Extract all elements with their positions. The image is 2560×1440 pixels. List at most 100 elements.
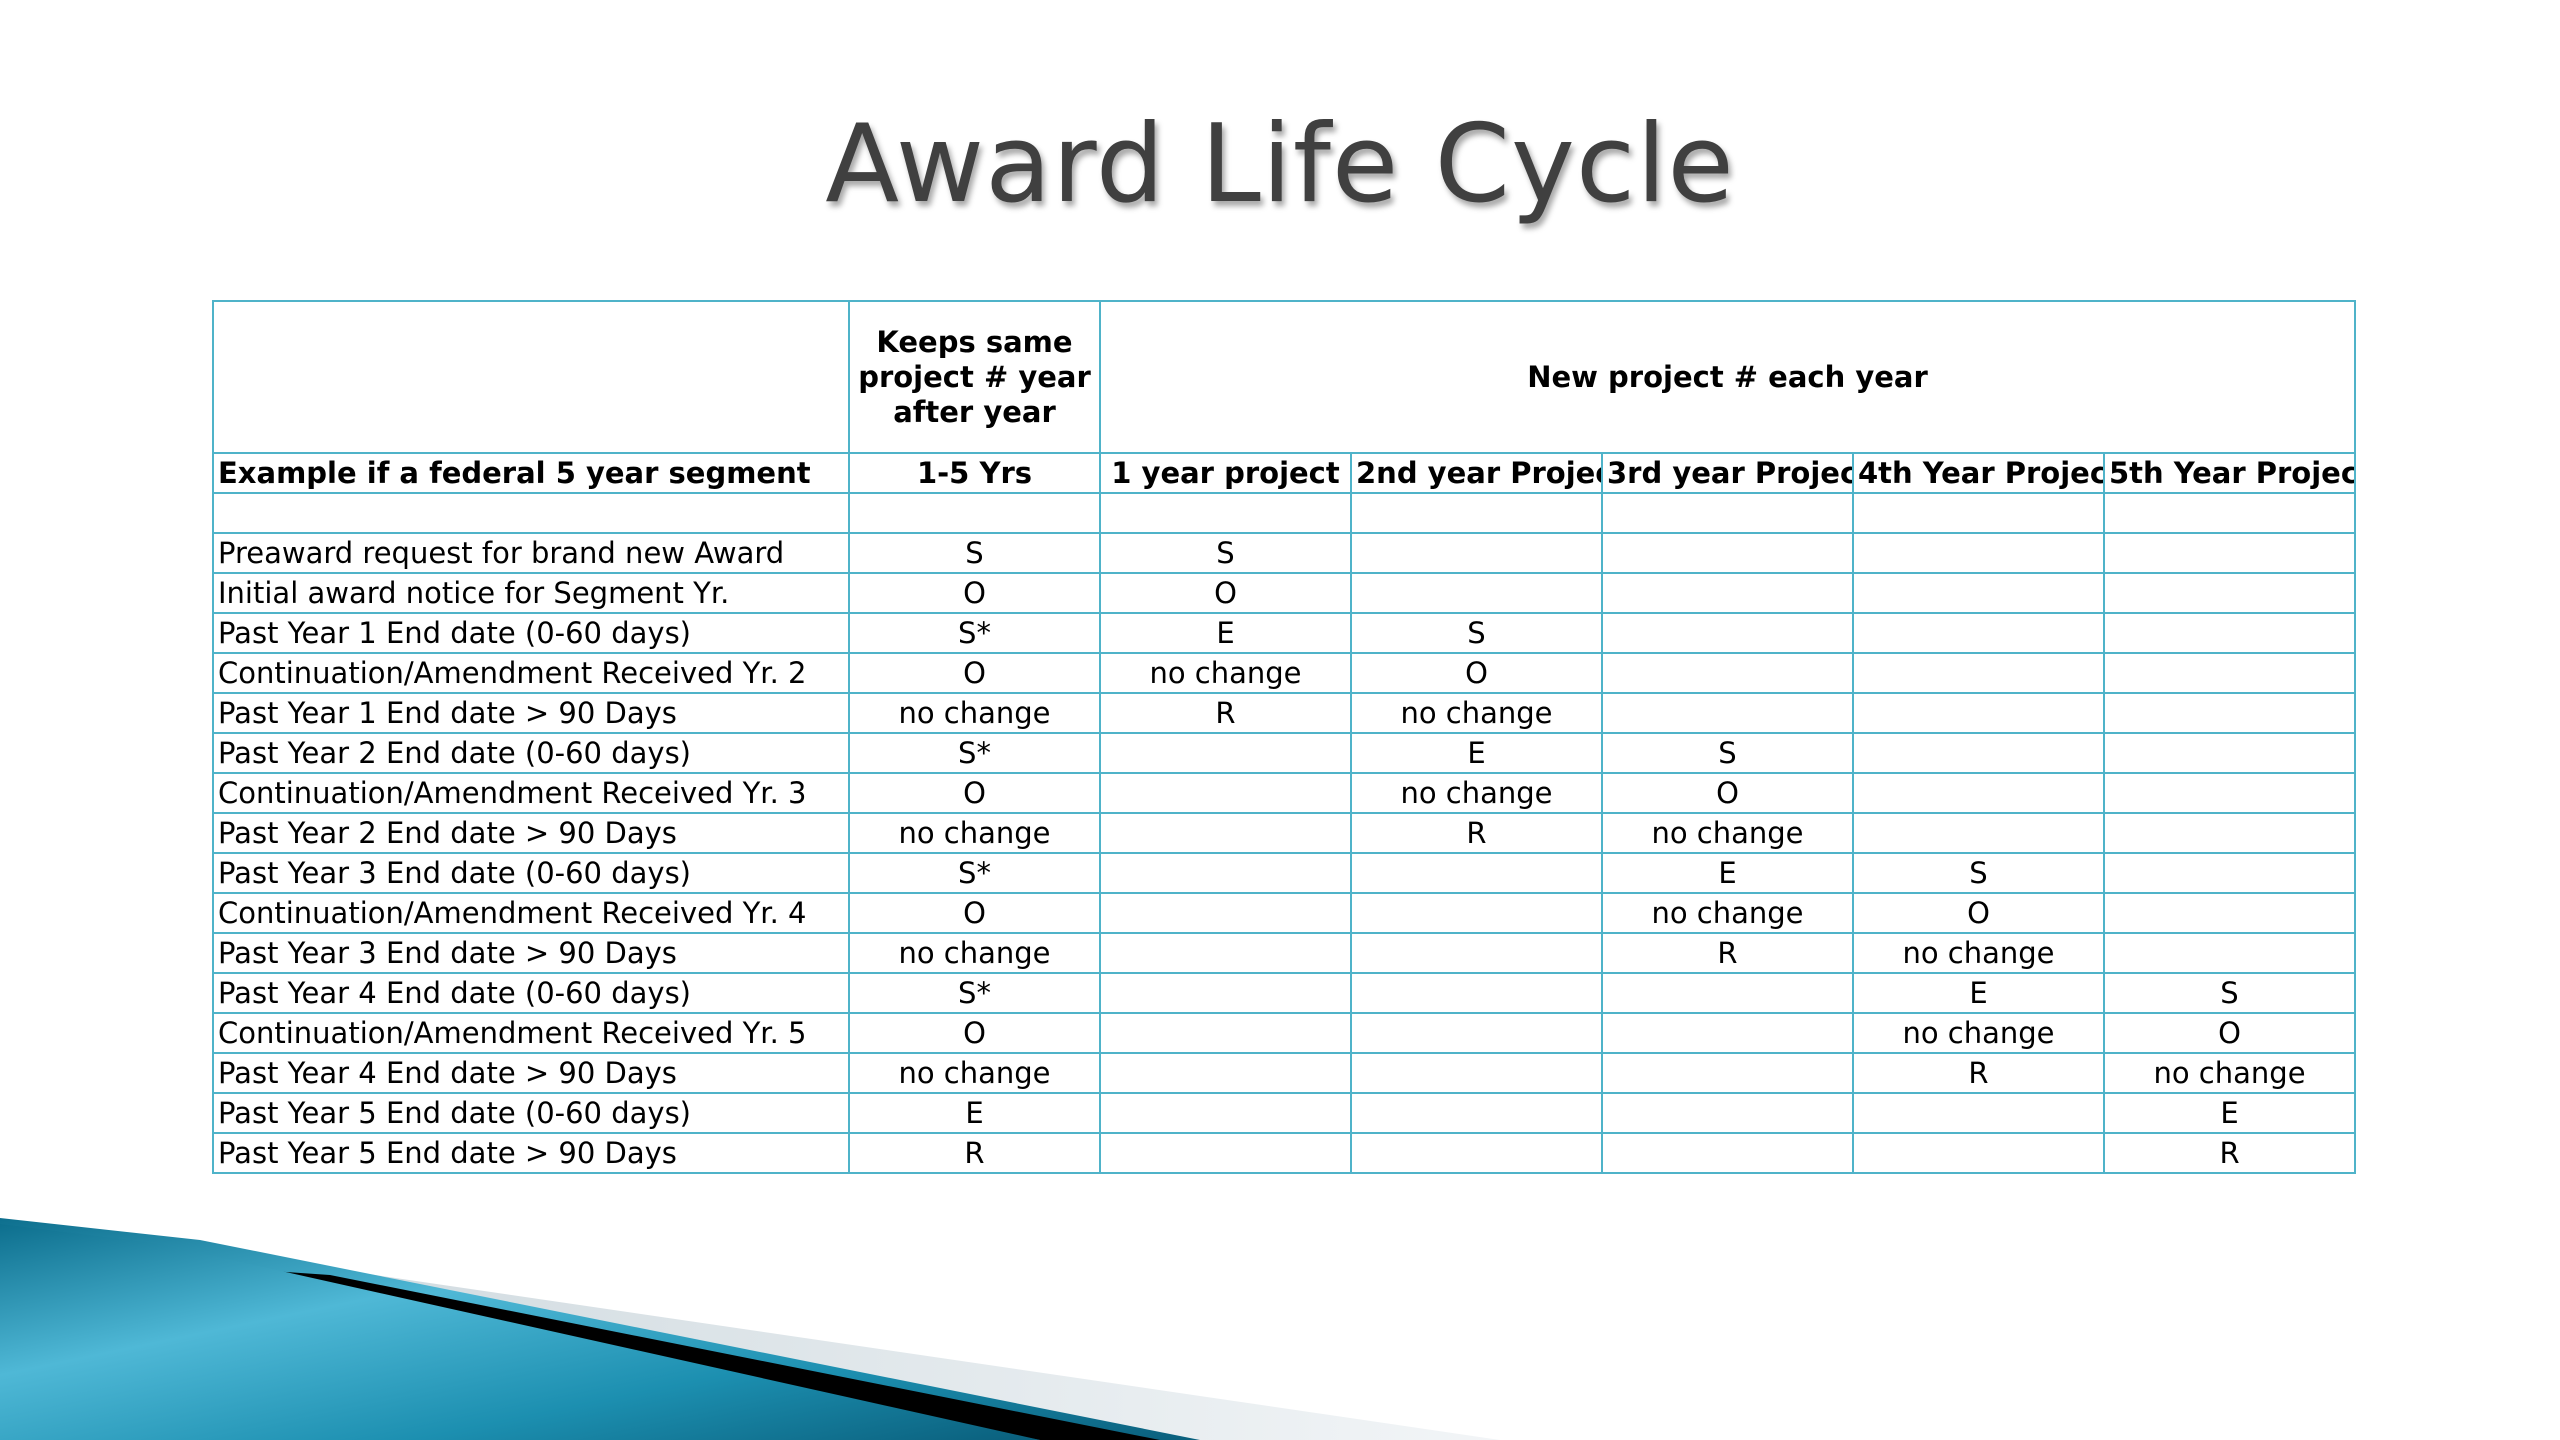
header-sub-cell: 2nd year Project (1350, 452, 1603, 494)
status-cell: no change (1852, 1012, 2105, 1054)
header-new-project: New project # each year (1098, 300, 2357, 454)
status-cell (1099, 852, 1352, 894)
status-cell: S (1099, 532, 1352, 574)
table-row: Preaward request for brand new Award S S (212, 532, 2357, 574)
status-cell (1852, 1132, 2105, 1174)
table-row: Initial award notice for Segment Yr. O O (212, 572, 2357, 614)
status-cell (2102, 692, 2357, 734)
header-top-label-cell (212, 300, 850, 454)
status-cell (1601, 1132, 1854, 1174)
status-cell (1601, 1052, 1854, 1094)
table-row: Past Year 1 End date > 90 Days no change R… (212, 692, 2357, 734)
status-cell: no change (848, 932, 1101, 974)
status-cell (1601, 972, 1854, 1014)
status-cell (1099, 932, 1352, 974)
header-sub-cell: Example if a federal 5 year segment (212, 452, 850, 494)
status-cell: E (1350, 732, 1603, 774)
row-label-cell: Past Year 2 End date > 90 Days (212, 812, 850, 854)
award-life-cycle-table: Keeps same project # year after year New… (212, 300, 2357, 1174)
header-row-sub: Example if a federal 5 year segment 1-5 … (212, 452, 2357, 494)
status-cell (1099, 732, 1352, 774)
status-cell (1350, 1052, 1603, 1094)
status-cell: S (1350, 612, 1603, 654)
status-cell: E (1852, 972, 2105, 1014)
row-label-cell (212, 492, 850, 534)
status-cell: O (1099, 572, 1352, 614)
status-cell: E (2102, 1092, 2357, 1134)
status-cell (1350, 892, 1603, 934)
decorative-swoosh (0, 1218, 1500, 1440)
status-cell: O (1601, 772, 1854, 814)
table-row: Past Year 4 End date > 90 Days no change R… (212, 1052, 2357, 1094)
header-sub-cell: 4th Year Project (1852, 452, 2105, 494)
status-cell (2102, 532, 2357, 574)
status-cell (1601, 532, 1854, 574)
status-cell (1350, 1132, 1603, 1174)
status-cell (1350, 1092, 1603, 1134)
status-cell (1350, 972, 1603, 1014)
status-cell: R (848, 1132, 1101, 1174)
status-cell: S* (848, 732, 1101, 774)
slide-title: Award Life Cycle (825, 102, 1735, 227)
status-cell (1099, 892, 1352, 934)
award-life-cycle-table-wrap: Keeps same project # year after year New… (212, 300, 2357, 1174)
status-cell (1601, 692, 1854, 734)
status-cell: no change (848, 1052, 1101, 1094)
status-cell: S* (848, 972, 1101, 1014)
status-cell (848, 492, 1101, 534)
table-row: Past Year 4 End date (0-60 days) S* E S (212, 972, 2357, 1014)
status-cell (2102, 932, 2357, 974)
status-cell (1852, 732, 2105, 774)
header-sub-cell: 1-5 Yrs (848, 452, 1101, 494)
status-cell: O (848, 1012, 1101, 1054)
status-cell: no change (1601, 812, 1854, 854)
row-label-cell: Past Year 4 End date > 90 Days (212, 1052, 850, 1094)
status-cell (1099, 492, 1352, 534)
status-cell (1099, 1052, 1352, 1094)
status-cell (1601, 572, 1854, 614)
status-cell: S (1852, 852, 2105, 894)
status-cell: E (1601, 852, 1854, 894)
status-cell (1852, 492, 2105, 534)
status-cell: O (848, 652, 1101, 694)
status-cell (1350, 1012, 1603, 1054)
row-label-cell: Continuation/Amendment Received Yr. 2 (212, 652, 850, 694)
row-label-cell: Past Year 1 End date > 90 Days (212, 692, 850, 734)
status-cell: S* (848, 852, 1101, 894)
header-keeps-same: Keeps same project # year after year (848, 300, 1101, 454)
status-cell: no change (1350, 772, 1603, 814)
status-cell (1099, 972, 1352, 1014)
status-cell (1852, 532, 2105, 574)
status-cell (1350, 532, 1603, 574)
status-cell (1601, 652, 1854, 694)
status-cell (1099, 772, 1352, 814)
status-cell (1099, 1092, 1352, 1134)
header-sub-cell: 5th Year Project (2102, 452, 2357, 494)
status-cell: no change (2102, 1052, 2357, 1094)
status-cell: no change (1099, 652, 1352, 694)
status-cell: R (1350, 812, 1603, 854)
status-cell: E (848, 1092, 1101, 1134)
status-cell: R (1099, 692, 1352, 734)
status-cell: no change (1601, 892, 1854, 934)
header-sub-cell: 3rd year Project (1601, 452, 1854, 494)
header-row-top: Keeps same project # year after year New… (212, 300, 2357, 454)
row-label-cell: Past Year 1 End date (0-60 days) (212, 612, 850, 654)
row-label-cell: Continuation/Amendment Received Yr. 5 (212, 1012, 850, 1054)
status-cell: no change (1852, 932, 2105, 974)
status-cell (1601, 1092, 1854, 1134)
table-row: Past Year 1 End date (0-60 days) S* E S (212, 612, 2357, 654)
status-cell: S (848, 532, 1101, 574)
status-cell (2102, 732, 2357, 774)
status-cell (1350, 932, 1603, 974)
status-cell (2102, 852, 2357, 894)
row-label-cell: Preaward request for brand new Award (212, 532, 850, 574)
status-cell (1099, 812, 1352, 854)
row-label-cell: Past Year 3 End date > 90 Days (212, 932, 850, 974)
status-cell: O (848, 772, 1101, 814)
status-cell (1852, 692, 2105, 734)
status-cell (2102, 772, 2357, 814)
status-cell (2102, 812, 2357, 854)
